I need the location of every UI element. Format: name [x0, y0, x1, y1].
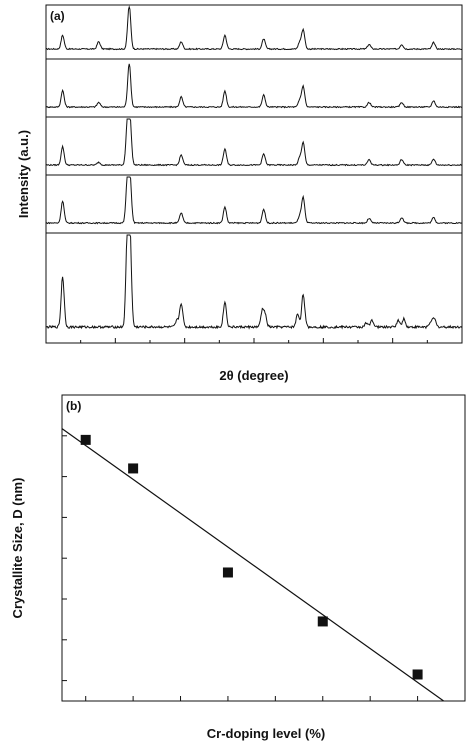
panel-b-fit-line: [61, 428, 445, 702]
panel-b-points: [80, 434, 423, 680]
linear-fit-line: [61, 428, 445, 702]
data-point-1: [128, 463, 139, 474]
panel-a: (a) 2θ (degree) Intensity (a.u.): [16, 4, 463, 383]
panel-b-x-axis-title: Cr-doping level (%): [207, 726, 325, 741]
xrd-trace-bfo: [45, 234, 463, 330]
panel-a-x-ticks: [45, 338, 463, 343]
data-point-4: [412, 669, 423, 680]
panel-b-tag: (b): [66, 399, 81, 413]
xrd-trace-bfc1o: [45, 176, 463, 225]
panel-a-separators: [46, 58, 462, 234]
panel-b: (b) Cr-doping level (%) Crystallite Size…: [10, 394, 466, 741]
data-point-3: [317, 616, 328, 627]
panel-a-frame: [45, 4, 463, 344]
data-point-2: [222, 567, 233, 578]
panel-a-tag: (a): [50, 9, 65, 23]
panel-a-traces: [45, 5, 463, 330]
panel-b-frame: [61, 394, 466, 702]
data-point-0: [80, 434, 91, 445]
panel-a-y-axis-title: Intensity (a.u.): [16, 130, 31, 218]
panel-b-ticks: [62, 394, 466, 701]
panel-b-y-axis-title: Crystallite Size, D (nm): [10, 478, 25, 619]
xrd-trace-bfc7o: [45, 5, 462, 51]
xrd-trace-bfc3o: [45, 118, 463, 167]
xrd-trace-bfc5o: [45, 63, 463, 109]
panel-a-x-axis-title: 2θ (degree): [219, 368, 288, 383]
